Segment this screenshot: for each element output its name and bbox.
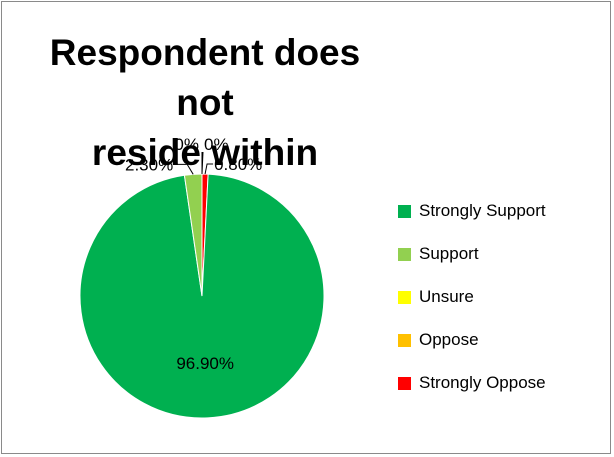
- legend-label-support: Support: [419, 244, 479, 263]
- legend-item-support: Support: [398, 243, 546, 265]
- legend-item-oppose: Oppose: [398, 329, 546, 351]
- data-label-strongly-oppose: 0.80%: [214, 155, 262, 174]
- leader-line-strongly-oppose: [204, 163, 214, 175]
- legend-swatch-unsure: [398, 290, 411, 304]
- leader-line-oppose: [201, 151, 204, 175]
- chart-title-line-1: Respondent does not: [49, 32, 361, 123]
- legend-item-strongly-support: Strongly Support: [398, 200, 546, 222]
- legend-label-strongly-support: Strongly Support: [419, 201, 546, 220]
- legend-swatch-strongly-support: [398, 204, 411, 218]
- legend-item-strongly-oppose: Strongly Oppose: [398, 372, 546, 394]
- data-label-strongly-support: 96.90%: [176, 354, 234, 373]
- legend: Strongly Support Support Unsure Oppose S…: [398, 200, 546, 415]
- data-label-unsure: 0%: [174, 135, 199, 154]
- data-label-support: 2.30%: [125, 155, 173, 174]
- leader-line-support: [175, 163, 194, 175]
- pie-slice-strongly-support: [79, 173, 325, 419]
- legend-label-strongly-oppose: Strongly Oppose: [419, 373, 546, 392]
- data-label-oppose: 0%: [204, 135, 229, 154]
- legend-label-oppose: Oppose: [419, 330, 479, 349]
- legend-label-unsure: Unsure: [419, 287, 474, 306]
- legend-swatch-oppose: [398, 333, 411, 347]
- legend-item-unsure: Unsure: [398, 286, 546, 308]
- legend-swatch-support: [398, 247, 411, 261]
- legend-swatch-strongly-oppose: [398, 376, 411, 390]
